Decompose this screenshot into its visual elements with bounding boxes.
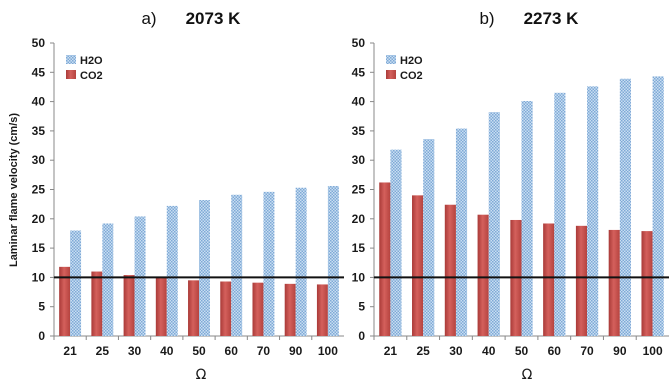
panel-a-legend-label-h2o: H2O — [80, 55, 103, 67]
panel-b-label: b) — [479, 9, 494, 28]
panel-a-title: 2073 K — [186, 9, 242, 28]
panel-b-y-tick-label: 15 — [352, 241, 366, 255]
panel-a-bar-h2o-90 — [295, 187, 307, 336]
panel-b-title: 2273 K — [524, 9, 580, 28]
panel-b-y-tick-label: 50 — [352, 36, 366, 50]
panel-a-y-tick-label: 50 — [32, 36, 46, 50]
panel-a-bar-h2o-70 — [263, 191, 275, 336]
panel-a-bar-h2o-100 — [327, 185, 339, 336]
panel-b-x-tick-label: 90 — [613, 344, 627, 358]
panel-b-bar-h2o-50 — [521, 101, 533, 336]
panel-a-legend-label-co2: CO2 — [80, 70, 103, 82]
panel-a-y-tick-label: 40 — [32, 95, 46, 109]
panel-b: b) 2273 K 0 5 10 15 20 25 30 35 40 45 50 21 25 30 40 50… — [352, 9, 669, 383]
panel-a-x-tick-label: 21 — [63, 344, 77, 358]
panel-b-y-tick-label: 45 — [352, 65, 366, 79]
panel-a-bar-h2o-25 — [102, 223, 114, 336]
panel-a-y-tick-label: 10 — [32, 270, 46, 284]
panel-b-bar-h2o-70 — [587, 86, 599, 336]
panel-b-bar-co2-60 — [543, 223, 555, 336]
panel-b-bar-h2o-60 — [554, 92, 566, 336]
panel-b-x-tick-label: 50 — [515, 344, 529, 358]
panel-a-bar-co2-60 — [220, 281, 232, 336]
panel-a-x-tick-label: 30 — [128, 344, 142, 358]
panel-a-x-tick-label: 40 — [160, 344, 174, 358]
panel-b-plot-area: 0 5 10 15 20 25 30 35 40 45 50 21 25 30 40 50 60 70 90 100 H… — [352, 36, 669, 358]
panel-b-bar-co2-100 — [641, 231, 653, 336]
panel-a-x-tick-label: 90 — [289, 344, 303, 358]
panel-b-bar-h2o-40 — [488, 112, 500, 336]
panel-b-legend-label-h2o: H2O — [400, 55, 423, 67]
panel-a-legend-swatch-h2o — [66, 55, 76, 64]
panel-b-bar-h2o-30 — [455, 128, 468, 336]
panel-a-legend-swatch-co2 — [66, 70, 76, 79]
panel-b-bar-co2-90 — [608, 229, 620, 336]
panel-b-x-tick-label: 60 — [548, 344, 562, 358]
panel-a-bar-co2-100 — [316, 284, 328, 336]
panel-b-y-tick-label: 40 — [352, 95, 366, 109]
panel-a-y-tick-label: 15 — [32, 241, 46, 255]
panel-b-x-tick-label: 25 — [416, 344, 430, 358]
panel-a-y-tick-label: 0 — [38, 329, 45, 343]
panel-b-legend-swatch-h2o — [386, 55, 396, 64]
panel-b-bar-co2-30 — [444, 204, 456, 336]
panel-b-bar-h2o-25 — [423, 139, 435, 336]
panel-a-y-tick-label: 35 — [32, 124, 46, 138]
panel-b-bar-co2-40 — [477, 214, 489, 336]
panel-b-legend-swatch-co2 — [386, 70, 396, 79]
panel-b-legend-label-co2: CO2 — [400, 70, 423, 82]
panel-b-y-tick-label: 25 — [352, 183, 366, 197]
panel-b-bar-h2o-90 — [619, 78, 631, 336]
panel-a-y-tick-label: 25 — [32, 183, 46, 197]
panel-b-x-tick-label: 70 — [580, 344, 594, 358]
panel-b-x-tick-label: 30 — [449, 344, 463, 358]
panel-a-y-tick-label: 45 — [32, 65, 46, 79]
panel-a-y-axis-label: Laminar flame velocity (cm/s) — [8, 113, 20, 267]
panel-b-y-tick-label: 30 — [352, 153, 366, 167]
panel-b-x-tick-label: 40 — [482, 344, 496, 358]
panel-b-y-tick-label: 10 — [352, 270, 366, 284]
panel-a-bar-co2-90 — [284, 283, 296, 336]
panel-b-bar-co2-70 — [575, 225, 588, 336]
panel-a-x-tick-label: 50 — [192, 344, 206, 358]
panel-b-x-tick-label: 100 — [643, 344, 663, 358]
panel-b-x-axis-label: Ω — [522, 367, 533, 383]
panel-a-bar-co2-40 — [155, 277, 167, 336]
panel-a-x-tick-label: 60 — [225, 344, 239, 358]
panel-a-bar-h2o-60 — [231, 194, 243, 336]
panel-b-bar-h2o-100 — [652, 76, 664, 336]
panel-a-y-tick-label: 5 — [38, 300, 45, 314]
panel-a-bar-h2o-40 — [166, 205, 178, 336]
panel-b-bar-co2-21 — [379, 182, 391, 336]
panel-a-bar-h2o-30 — [134, 216, 146, 336]
panel-a-bar-h2o-50 — [199, 200, 210, 336]
panel-a-bar-co2-30 — [123, 275, 135, 336]
panel-a-x-axis-label: Ω — [196, 367, 207, 383]
panel-a-bar-co2-21 — [59, 266, 71, 336]
panel-a-plot-area: 0 5 10 15 20 25 30 35 40 45 50 21 25 30 40 50 60 70 90 100 H… — [32, 36, 344, 358]
panel-b-y-tick-label: 0 — [358, 329, 365, 343]
panel-b-y-tick-label: 20 — [352, 212, 366, 226]
panel-a-x-tick-label: 100 — [318, 344, 338, 358]
panel-a-bar-h2o-21 — [70, 230, 82, 336]
panel-a-bar-co2-70 — [252, 282, 264, 336]
panel-a-bar-co2-25 — [91, 271, 103, 336]
panel-a-x-tick-label: 70 — [257, 344, 271, 358]
panel-a-label: a) — [141, 9, 156, 28]
panel-a-bar-co2-50 — [188, 280, 199, 336]
panel-b-y-tick-label: 5 — [358, 300, 365, 314]
panel-b-bar-co2-25 — [412, 195, 424, 336]
panel-b-bar-h2o-21 — [390, 149, 402, 336]
panel-b-y-tick-label: 35 — [352, 124, 366, 138]
panel-a-x-tick-label: 25 — [96, 344, 110, 358]
panel-a-y-tick-label: 30 — [32, 153, 46, 167]
panel-a: a) 2073 K Laminar flame velocity (cm/s) … — [8, 9, 344, 383]
panel-a-y-tick-label: 20 — [32, 212, 46, 226]
panel-b-x-tick-label: 21 — [384, 344, 398, 358]
